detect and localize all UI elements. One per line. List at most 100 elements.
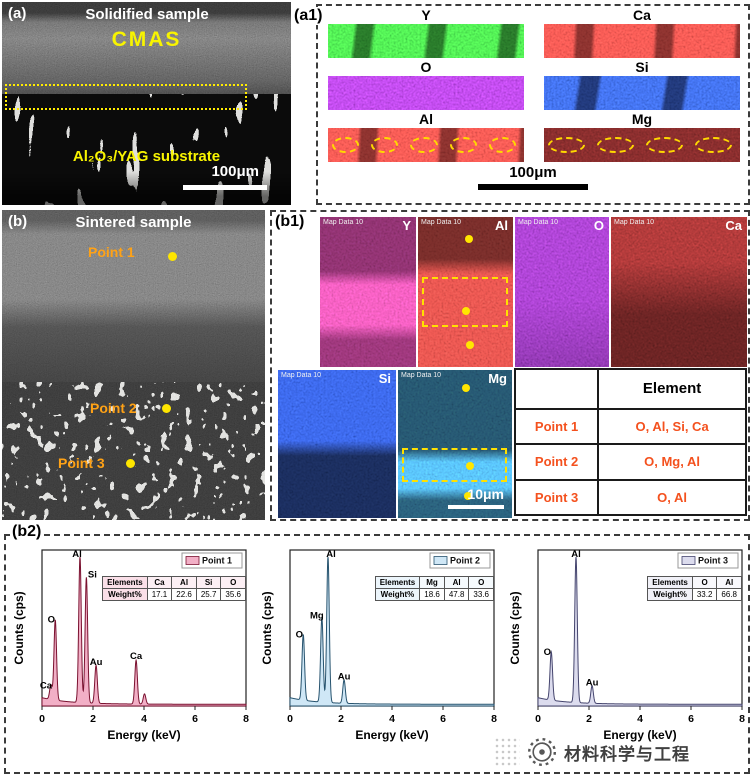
element-table: Element Point 1 O, Al, Si, Ca Point 2 O, Mg,… xyxy=(513,368,747,517)
eds-map-ca xyxy=(544,24,740,58)
watermark: 材料科学与工程 xyxy=(494,736,690,768)
analysis-region-box xyxy=(422,277,508,327)
legend-label: Point 3 xyxy=(698,556,728,566)
y-axis-title: Counts (cps) xyxy=(12,591,26,664)
spectrum-curve xyxy=(289,557,495,707)
weight-table-cell: 22.6 xyxy=(171,588,197,601)
map-element-label: Y xyxy=(402,218,411,233)
analysis-ellipse xyxy=(449,137,477,153)
eds-noise xyxy=(320,217,416,367)
point-marker xyxy=(465,235,473,243)
point-marker xyxy=(464,492,472,500)
weight-table: Elements O Al Weight% 33.2 66.8 xyxy=(647,576,742,601)
peak-label: Au xyxy=(586,677,599,688)
point-marker xyxy=(466,341,474,349)
grain-region-texture xyxy=(2,382,265,520)
map-element-label: Mg xyxy=(488,371,507,386)
analysis-region-box xyxy=(402,448,507,482)
weight-table-cell: Si xyxy=(195,576,222,589)
point-marker xyxy=(126,459,135,468)
panel-a1-scale-bar xyxy=(478,184,588,190)
peak-label: O xyxy=(296,629,303,640)
x-axis-title: Energy (keV) xyxy=(355,728,428,742)
eds-map-ca: Map Data 10 Ca xyxy=(611,217,747,367)
map-element-label: Al xyxy=(495,218,508,233)
legend-swatch xyxy=(185,556,200,565)
weight-table-cell: Mg xyxy=(419,576,445,589)
weight-table-cell: 33.2 xyxy=(691,588,718,601)
panel-b1-scale-label: 10μm xyxy=(467,486,504,502)
upper-region-shading xyxy=(2,210,265,382)
eds-map-si xyxy=(544,76,740,110)
panel-a-scale-bar xyxy=(183,185,267,190)
point-label: Point 1 xyxy=(88,244,135,260)
panel-b2-spectra: Ca O Al Si Au Ca 0 2 4 6 8 Energy (keV) Counts (cps)… xyxy=(4,534,750,774)
map-shading xyxy=(611,217,747,367)
eds-spectrum-1: Ca O Al Si Au Ca 0 2 4 6 8 Energy (keV) Counts (cps)… xyxy=(12,542,254,756)
panel-b1-maps: Map Data 10 Y Map Data 10 Al Map Data 10 O Map… xyxy=(272,212,748,519)
weight-table-cell: 18.6 xyxy=(419,588,445,601)
peak-label: Au xyxy=(338,672,351,683)
weight-table: Elements Mg Al O Weight% 18.6 47.8 33.6 xyxy=(374,576,494,601)
point-marker xyxy=(462,307,470,315)
eds-map-al xyxy=(328,128,524,162)
analysis-ellipse xyxy=(646,137,683,153)
map-shading xyxy=(328,24,524,58)
eds-map-si: Map Data 10 Si xyxy=(278,370,396,518)
eds-noise xyxy=(328,76,524,110)
weight-table-cell: Al xyxy=(443,576,470,589)
table-elements-value: O, Mg, Al xyxy=(597,443,747,481)
weight-table-cell: Elements xyxy=(102,576,148,589)
upper-region-texture xyxy=(2,210,265,382)
panel-b1-eds-maps: Map Data 10 Y Map Data 10 Al Map Data 10 O Map… xyxy=(270,210,750,521)
map-element-label: O xyxy=(420,59,432,75)
panel-b-sem-image: (b) Sintered sample Point 1 Point 2 Point … xyxy=(2,210,265,520)
map-element-label: Si xyxy=(635,59,649,75)
spectrum-curve xyxy=(537,557,743,707)
map-data-label: Map Data 10 xyxy=(401,372,442,379)
analysis-ellipse xyxy=(371,137,399,153)
plot-frame xyxy=(537,549,743,707)
eds-noise xyxy=(611,217,747,367)
peak-label: Al xyxy=(326,549,336,560)
weight-table-cell: O xyxy=(220,576,246,589)
weight-table-cell: 47.8 xyxy=(443,588,470,601)
x-tick-label: 0 xyxy=(287,713,293,725)
eds-spectrum-2: O Mg Al Au 0 2 4 6 8 Energy (keV) Counts (cps) Poin… xyxy=(260,542,502,756)
map-shading xyxy=(398,370,512,518)
x-tick-label: 2 xyxy=(338,713,344,725)
point-marker xyxy=(466,462,474,470)
map-element-label: Ca xyxy=(633,7,651,23)
peak-label: Al xyxy=(571,549,581,560)
eds-noise xyxy=(544,24,740,58)
eds-map-al: Map Data 10 Al xyxy=(418,217,513,367)
peak-label: Ca xyxy=(40,680,53,691)
map-shading xyxy=(544,24,740,58)
x-axis-title: Energy (keV) xyxy=(107,728,180,742)
point-label: Point 3 xyxy=(58,455,105,471)
panel-b-points: Point 1 Point 2 Point 3 xyxy=(2,210,265,520)
map-shading xyxy=(515,217,609,367)
panel-a1-maps: Y Ca O Si Al Mg xyxy=(318,6,748,203)
analysis-ellipse xyxy=(548,137,585,153)
panel-a-scale-label: 100μm xyxy=(211,163,259,180)
legend-swatch xyxy=(681,556,696,565)
peak-label: Ca xyxy=(130,651,143,662)
table-point-label: Point 3 xyxy=(513,478,600,517)
weight-table-cell: Elements xyxy=(647,576,693,589)
panel-b-tag: (b) xyxy=(8,213,28,230)
y-axis-title: Counts (cps) xyxy=(260,591,274,664)
legend-swatch xyxy=(433,556,448,565)
point-marker xyxy=(462,384,470,392)
weight-table-cell: Weight% xyxy=(647,588,693,601)
map-element-label: Y xyxy=(421,7,431,23)
x-tick-label: 4 xyxy=(141,713,147,725)
substrate-texture xyxy=(2,94,291,205)
panel-a-tag: (a) xyxy=(8,5,27,22)
panel-b2-tag: (b2) xyxy=(10,523,44,542)
weight-table-cell: 66.8 xyxy=(716,588,742,601)
map-shading xyxy=(278,370,396,518)
cmas-layer-texture xyxy=(2,2,291,94)
